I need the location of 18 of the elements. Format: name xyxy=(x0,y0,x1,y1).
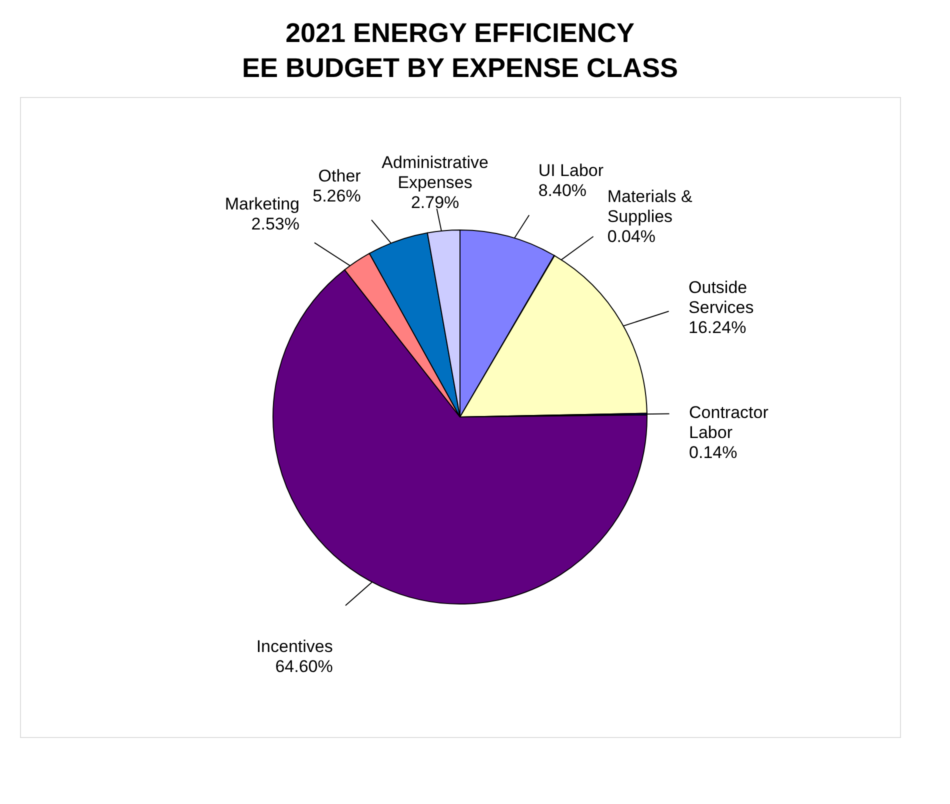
data-label: 2.53% xyxy=(251,214,300,234)
data-label: 0.04% xyxy=(607,226,656,246)
slice-label: Outside Services xyxy=(688,278,754,318)
slice-label: Administrative Expenses xyxy=(382,152,488,192)
slice-label: UI Labor xyxy=(538,160,604,180)
slice-label: Incentives xyxy=(256,636,333,656)
chart-title: 2021 ENERGY EFFICIENCY xyxy=(285,18,635,48)
slice-label: Marketing xyxy=(224,194,300,214)
data-label: 2.79% xyxy=(410,192,460,212)
slice-label: Materials & Supplies xyxy=(607,186,694,226)
data-label: 16.24% xyxy=(688,318,746,338)
data-label: 0.14% xyxy=(689,442,738,462)
data-label: 5.26% xyxy=(312,186,361,206)
slice-label: Contractor Labor xyxy=(689,402,769,442)
data-label: 8.40% xyxy=(538,180,587,200)
chart-subtitle: EE BUDGET BY EXPENSE CLASS xyxy=(242,53,678,83)
slice-label: Other xyxy=(318,166,362,186)
data-label: 64.60% xyxy=(275,656,333,676)
